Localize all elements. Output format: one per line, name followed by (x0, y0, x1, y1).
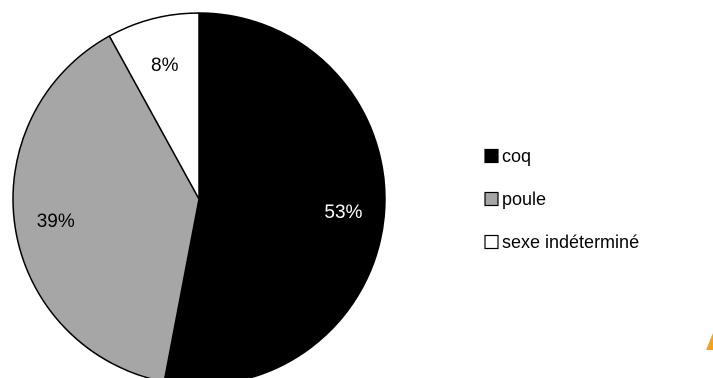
legend-label: sexe indéterminé (502, 232, 639, 252)
pie-slice-poule (12, 35, 200, 378)
slice-data-label: 8% (151, 55, 179, 76)
legend-swatch (484, 148, 499, 164)
pie-slice-labels: 53% 39% 8% (37, 55, 363, 232)
slice-data-label: 53% (324, 202, 362, 223)
legend-label: poule (502, 189, 546, 209)
legend-swatch (484, 191, 499, 207)
legend: coq poule sexe indéterminé (484, 146, 639, 252)
pie-slice-coq (164, 12, 386, 378)
pie-slices (12, 12, 386, 378)
slice-data-label: 39% (37, 211, 75, 232)
pie-slice-sexe-indéterminé (108, 12, 200, 200)
legend-label: coq (502, 146, 531, 166)
corner-accent-shape (706, 333, 713, 350)
legend-swatch (484, 234, 499, 250)
